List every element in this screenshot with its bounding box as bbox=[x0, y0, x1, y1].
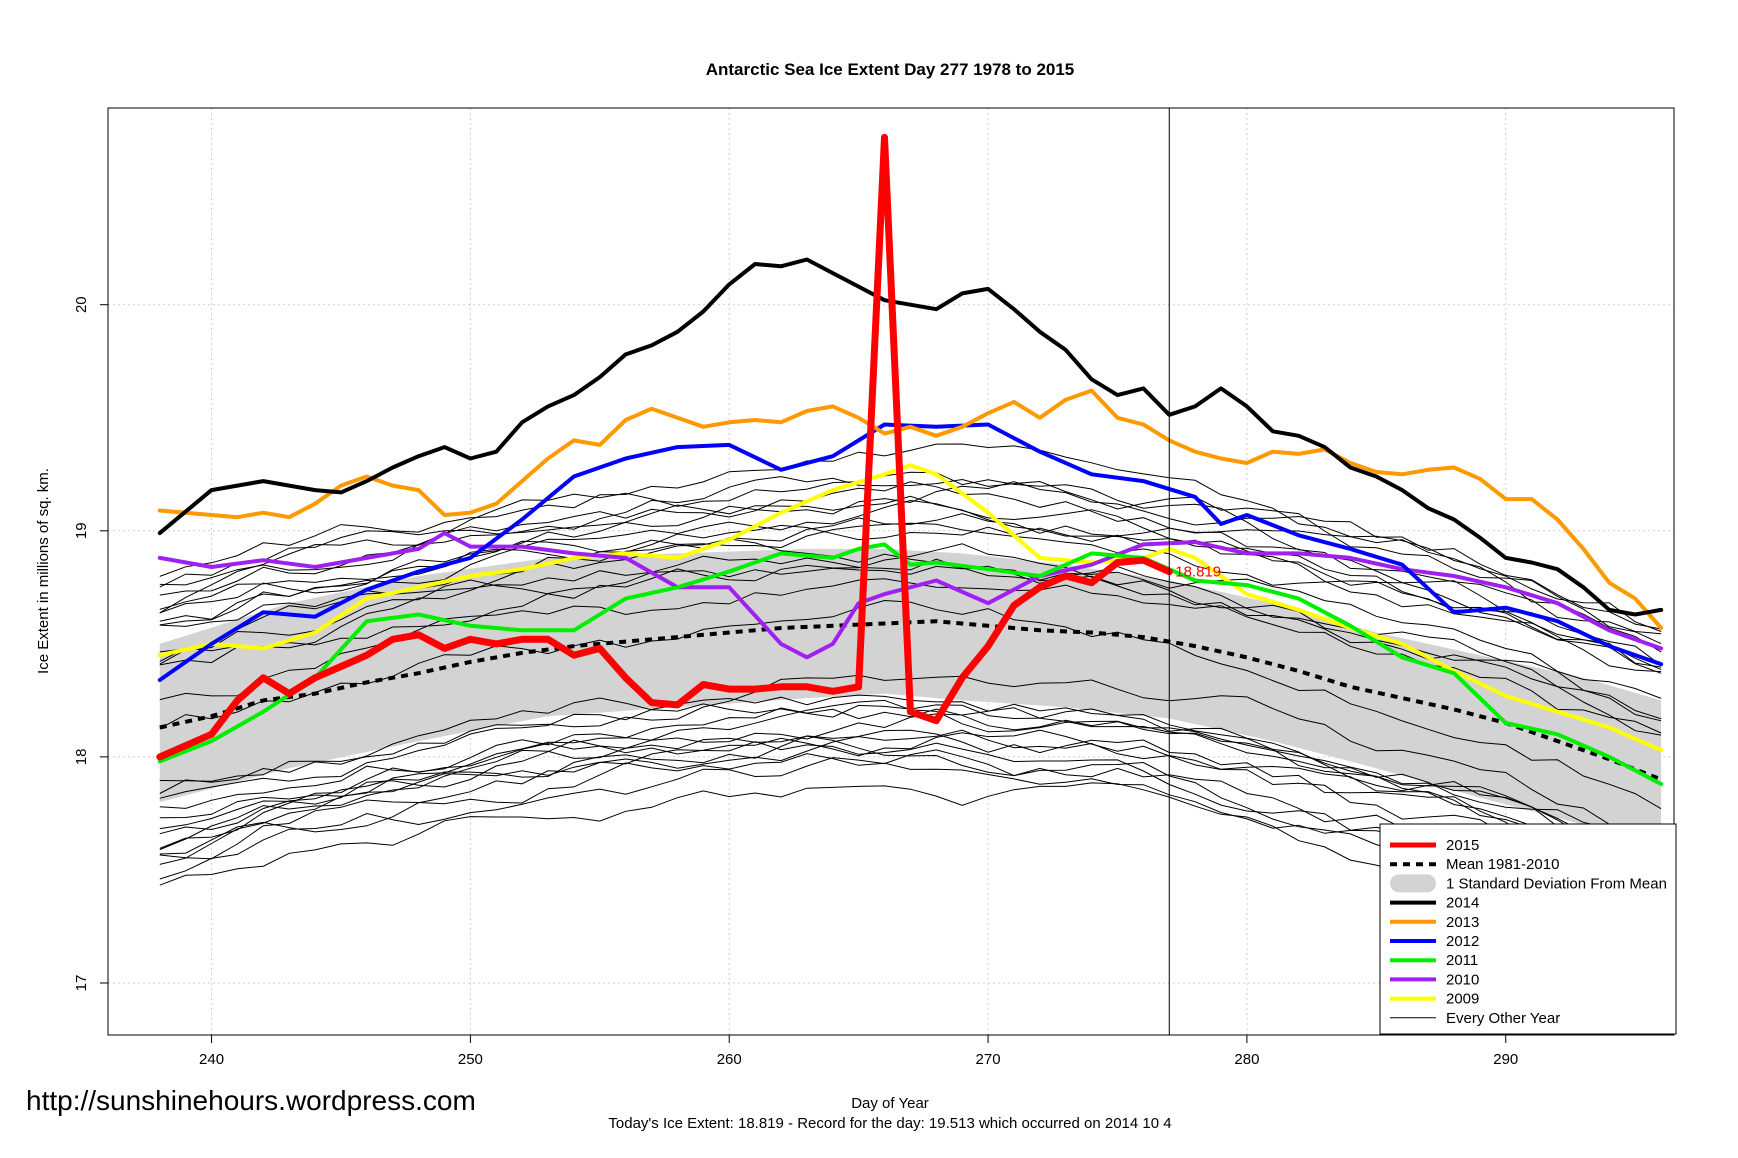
other-year-line bbox=[159, 599, 1662, 810]
chart-title: Antarctic Sea Ice Extent Day 277 1978 to… bbox=[706, 60, 1075, 79]
other-year-line bbox=[159, 543, 1662, 736]
other-year-line bbox=[159, 707, 1662, 874]
series-2012 bbox=[157, 422, 1664, 682]
other-year-line bbox=[159, 729, 1662, 894]
legend-label: 2009 bbox=[1446, 991, 1479, 1008]
plot-frame bbox=[107, 107, 1675, 1036]
y-axis-label: Ice Extent in millions of sq. km. bbox=[35, 468, 52, 674]
legend-label: 2015 bbox=[1446, 837, 1479, 854]
series-2011 bbox=[157, 542, 1664, 786]
current-value-label: 18.819 bbox=[1175, 564, 1221, 581]
other-year-line bbox=[159, 481, 1662, 630]
other-year-line bbox=[159, 538, 1662, 722]
legend-label: Every Other Year bbox=[1446, 1010, 1560, 1027]
series-2014 bbox=[157, 257, 1664, 617]
std-band-area bbox=[159, 548, 1662, 848]
x-tick-label: 290 bbox=[1493, 1051, 1518, 1068]
other-year-line bbox=[159, 555, 1662, 699]
other-year-line bbox=[159, 443, 1662, 632]
x-axis-label: Day of Year bbox=[851, 1095, 929, 1112]
legend-item: 2009 bbox=[1390, 991, 1479, 1008]
mean-line bbox=[159, 619, 1662, 782]
y-tick-label: 19 bbox=[73, 522, 90, 539]
legend-swatch bbox=[1390, 874, 1436, 893]
other-year-line bbox=[159, 481, 1662, 653]
legend-label: 2012 bbox=[1446, 933, 1479, 950]
legend-item: 2013 bbox=[1390, 914, 1479, 931]
x-tick-label: 260 bbox=[717, 1051, 742, 1068]
x-tick-label: 270 bbox=[976, 1051, 1001, 1068]
legend-item: 2014 bbox=[1390, 895, 1479, 912]
legend-item: 2010 bbox=[1390, 971, 1479, 988]
other-year-line bbox=[159, 495, 1662, 673]
legend-item: 2011 bbox=[1390, 952, 1478, 969]
y-axis: 17 18 19 20 bbox=[73, 296, 108, 991]
x-axis: 240 250 260 270 280 290 bbox=[199, 1035, 1518, 1068]
y-tick-label: 20 bbox=[73, 296, 90, 313]
series-2015 bbox=[156, 133, 1173, 761]
legend: 2015 Mean 1981-2010 1 Standard Deviation F… bbox=[1379, 823, 1677, 1035]
legend-item: 1 Standard Deviation From Mean bbox=[1390, 874, 1667, 893]
legend-item: 2015 bbox=[1390, 837, 1479, 854]
every-other-year-lines bbox=[159, 443, 1662, 946]
other-year-line bbox=[159, 729, 1662, 896]
legend-label: 2010 bbox=[1446, 971, 1479, 988]
x-tick-label: 250 bbox=[458, 1051, 483, 1068]
y-tick-label: 17 bbox=[73, 975, 90, 992]
legend-label: 2013 bbox=[1446, 914, 1479, 931]
legend-item: 2012 bbox=[1390, 933, 1479, 950]
other-year-line bbox=[159, 524, 1662, 668]
other-year-line bbox=[159, 729, 1662, 868]
x-tick-label: 240 bbox=[199, 1051, 224, 1068]
series-2013 bbox=[157, 388, 1664, 630]
watermark-url: http://sunshinehours.wordpress.com bbox=[26, 1085, 476, 1116]
legend-label: 2011 bbox=[1446, 952, 1478, 969]
x-tick-label: 280 bbox=[1234, 1051, 1259, 1068]
mean-polyline bbox=[159, 619, 1662, 782]
footnote: Today's Ice Extent: 18.819 - Record for … bbox=[608, 1115, 1171, 1132]
series-2010 bbox=[157, 531, 1664, 660]
y-tick-label: 18 bbox=[73, 749, 90, 766]
legend-label: Mean 1981-2010 bbox=[1446, 856, 1559, 873]
legend-label: 2014 bbox=[1446, 895, 1479, 912]
legend-item: Every Other Year bbox=[1390, 1010, 1560, 1027]
series-2009 bbox=[157, 463, 1664, 753]
std-deviation-band bbox=[159, 548, 1662, 848]
other-year-line bbox=[159, 499, 1662, 671]
year-series bbox=[156, 133, 1664, 786]
legend-item: Mean 1981-2010 bbox=[1390, 856, 1559, 873]
legend-label: 1 Standard Deviation From Mean bbox=[1446, 875, 1667, 892]
